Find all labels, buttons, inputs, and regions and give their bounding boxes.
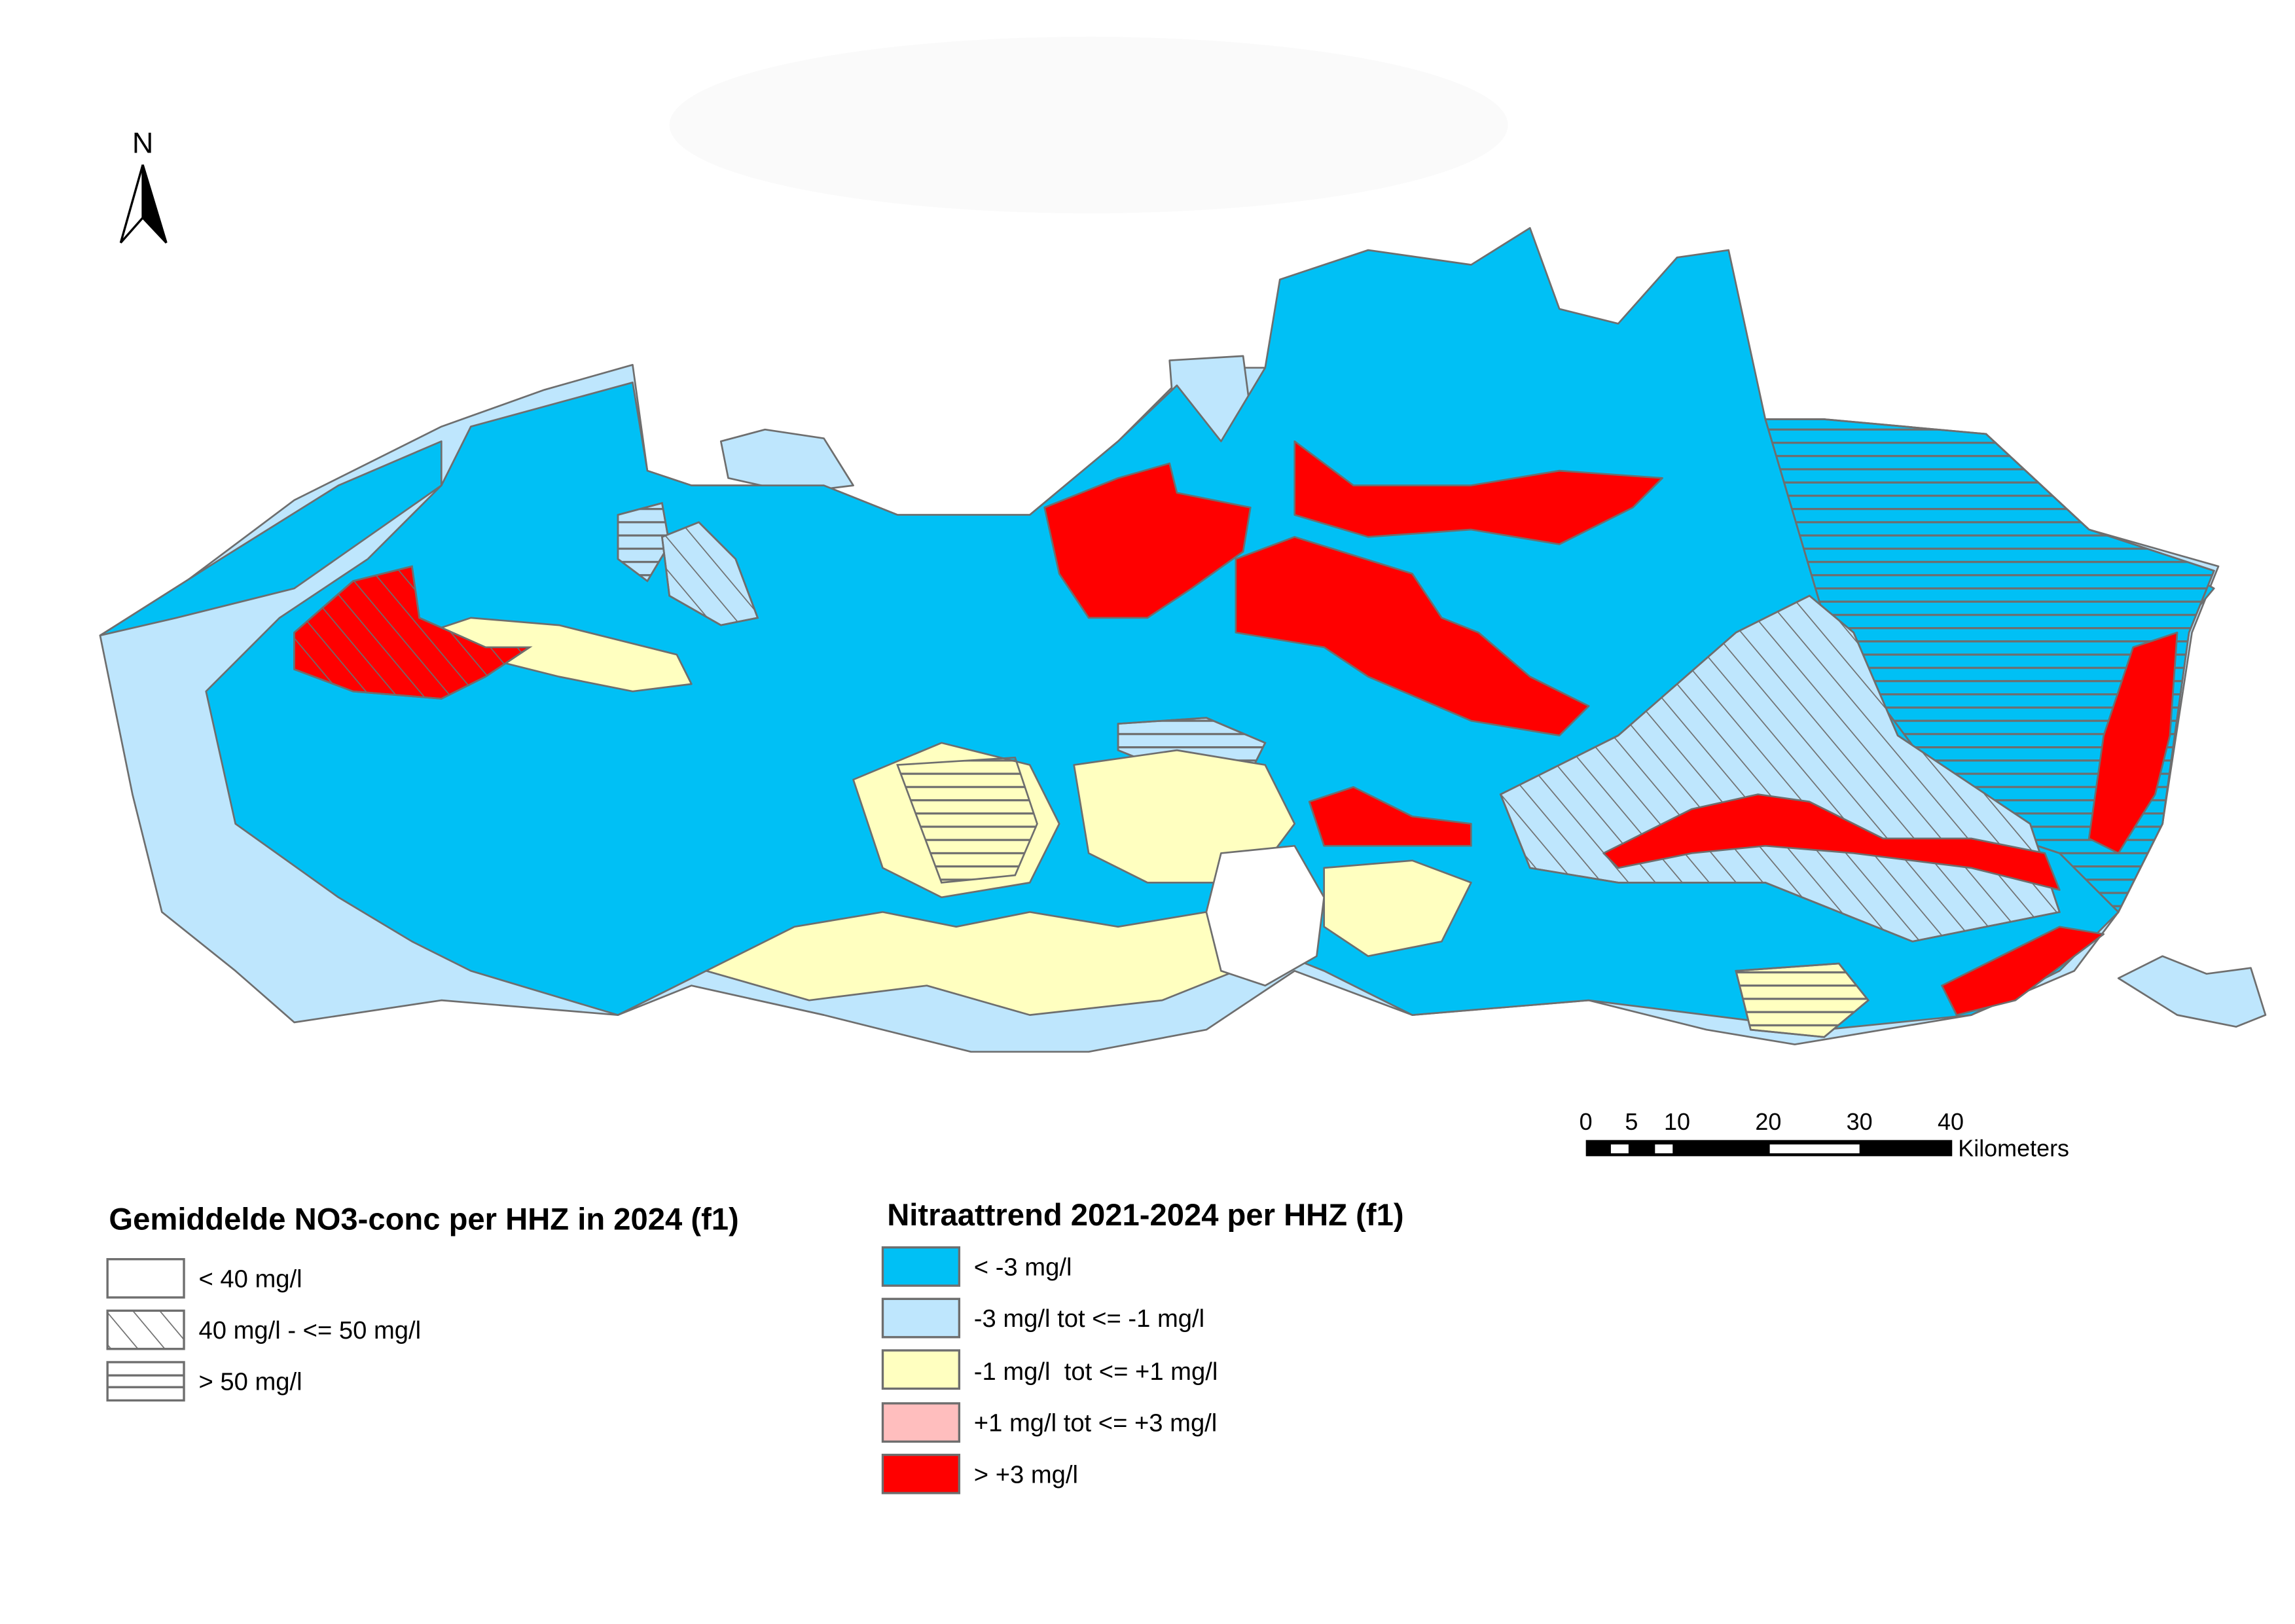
region-trend-gt-plus3-far-se: [1941, 926, 2105, 1016]
scale-bar-segment: [1610, 1144, 1629, 1153]
scale-tick-30: 30: [1847, 1108, 1873, 1135]
north-arrow-icon-filled: [141, 164, 168, 244]
legend-swatch-minus1-plus1: [881, 1349, 961, 1390]
legend-swatch-lt-minus3: [881, 1246, 961, 1287]
region-trend-gt-plus3-south: [1308, 785, 1472, 847]
hatch-west-1: [617, 501, 671, 583]
legend-label-minus3-minus1: -3 mg/l tot <= -1 mg/l: [974, 1305, 1204, 1333]
legend-swatch-gt50: [106, 1361, 185, 1402]
scale-bar: 0 5 10 20 30 40 Kilometers: [1580, 1108, 2069, 1161]
region-trend-gt-plus3-se-band: [1602, 793, 2061, 891]
scale-tick-0: 0: [1580, 1108, 1593, 1135]
legend-concentration-title: Gemiddelde NO3-conc per HHZ in 2024 (f1): [109, 1202, 738, 1237]
scale-bar-base: [1585, 1140, 1953, 1157]
region-light-east-island: [2117, 955, 2267, 1028]
legend-trend-title: Nitraattrend 2021-2024 per HHZ (f1): [887, 1198, 1403, 1233]
legend-swatch-lt40: [106, 1257, 185, 1299]
excluded-area: [1205, 844, 1326, 987]
legend-label-plus1-plus3: +1 mg/l tot <= +3 mg/l: [974, 1409, 1217, 1437]
legend-label-minus1-plus1: -1 mg/l tot <= +1 mg/l: [974, 1358, 1218, 1386]
region-trend-gt-plus3-nw: [1043, 462, 1252, 619]
scale-bar-segment: [1655, 1144, 1673, 1153]
legend-swatch-minus3-minus1: [881, 1297, 961, 1339]
scale-tick-5: 5: [1625, 1108, 1638, 1135]
legend-swatch-gt-plus3: [881, 1453, 961, 1494]
legend-concentration: Gemiddelde NO3-conc per HHZ in 2024 (f1)…: [106, 1202, 739, 1402]
legend-label-40-50: 40 mg/l - <= 50 mg/l: [199, 1316, 422, 1344]
region-trend-gt-plus3-north: [1293, 440, 1663, 545]
scale-tick-40: 40: [1938, 1108, 1964, 1135]
hatch-west-2: [660, 521, 759, 626]
scale-tick-10: 10: [1664, 1108, 1690, 1135]
region-trend-gt-plus3-east: [2087, 631, 2178, 854]
scale-unit: Kilometers: [1958, 1134, 2069, 1161]
legend-trend: Nitraattrend 2021-2024 per HHZ (f1) < -3…: [881, 1198, 1404, 1494]
hatch-yellow-se: [1735, 962, 1870, 1038]
region-trend-minus1-plus1-center3: [1323, 859, 1472, 958]
legend-label-lt-minus3: < -3 mg/l: [974, 1253, 1072, 1281]
north-arrow-icon: [119, 164, 144, 244]
north-label: N: [132, 126, 153, 160]
legend-label-gt-plus3: > +3 mg/l: [974, 1460, 1078, 1489]
legend-swatch-40-50: [106, 1309, 185, 1350]
region-light-north-1: [719, 428, 854, 494]
region-trend-lt-minus3-coast: [99, 440, 443, 637]
north-arrow: N: [119, 126, 168, 244]
scale-bar-segment: [1769, 1144, 1860, 1153]
legend-label-gt50: > 50 mg/l: [199, 1368, 302, 1396]
legend-swatch-plus1-plus3: [881, 1402, 961, 1443]
hatch-red-west: [293, 565, 533, 700]
scale-tick-20: 20: [1755, 1108, 1781, 1135]
hatch-yellow-center1: [896, 756, 1038, 884]
title-placeholder-area: [669, 37, 1508, 213]
legend-label-lt40: < 40 mg/l: [199, 1265, 302, 1293]
map: [99, 226, 2267, 1053]
region-trend-gt-plus3-center: [1235, 535, 1590, 736]
